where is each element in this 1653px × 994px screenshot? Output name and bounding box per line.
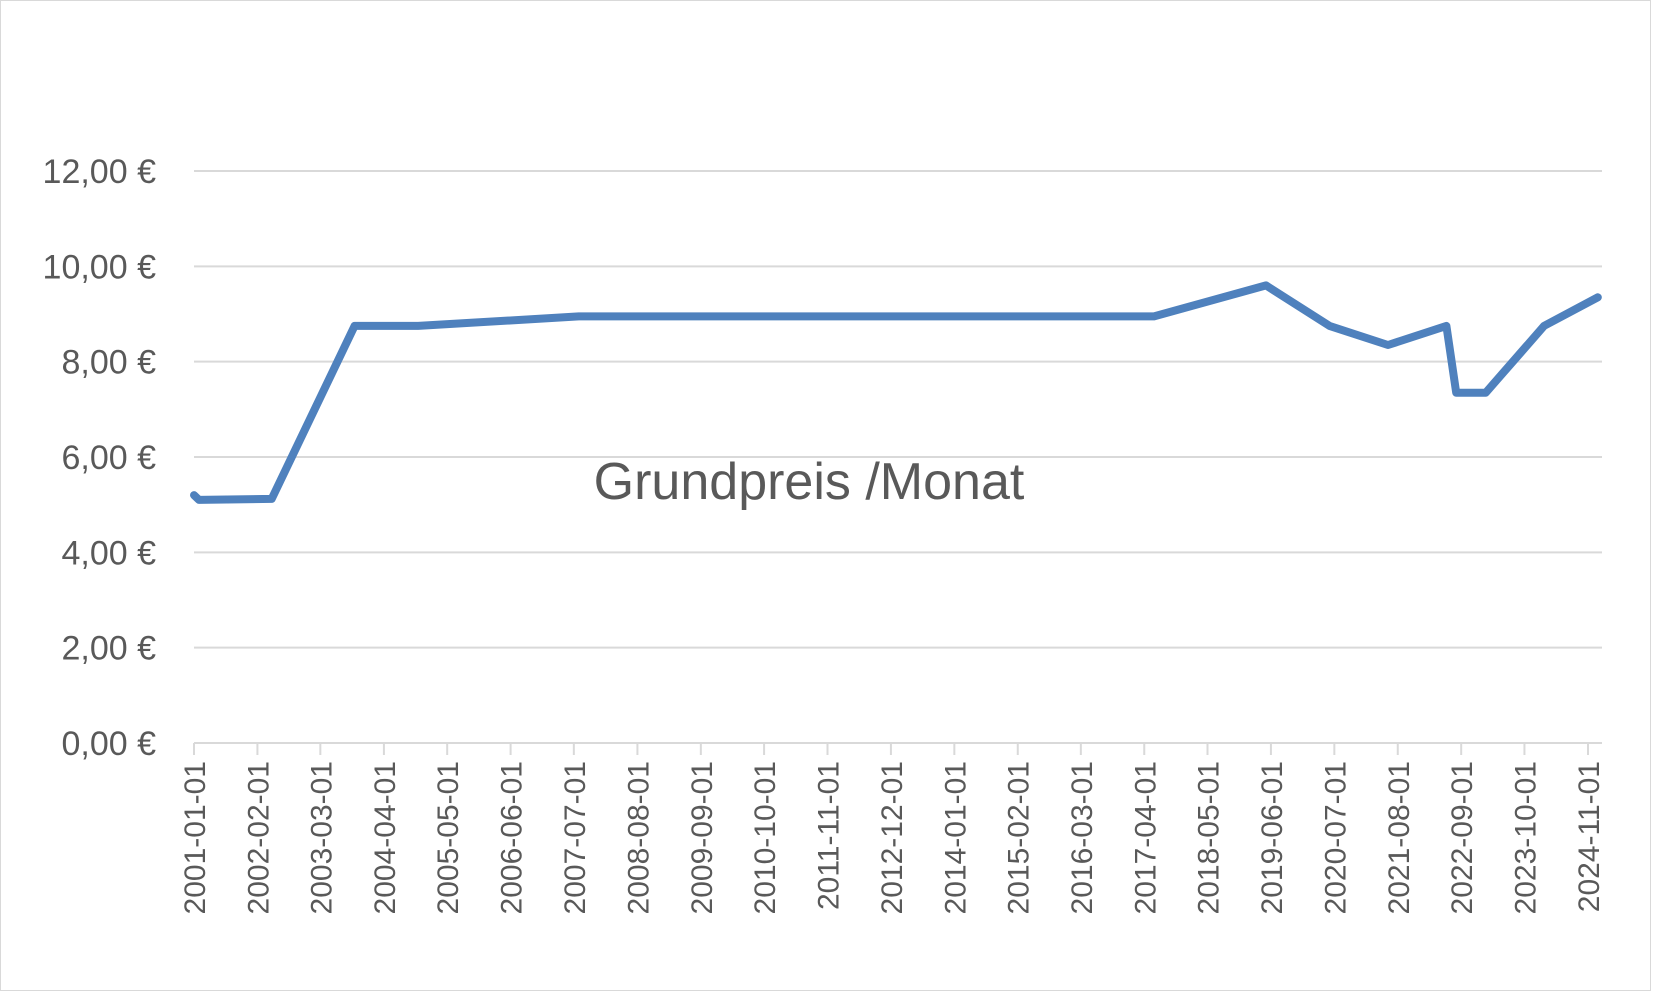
y-tick-label: 4,00 € bbox=[61, 534, 156, 572]
x-tick-label: 2004-04-01 bbox=[369, 761, 402, 914]
x-tick-label: 2014-01-01 bbox=[939, 761, 972, 914]
x-tick-label: 2017-04-01 bbox=[1129, 761, 1162, 914]
x-tick-label: 2015-02-01 bbox=[1003, 761, 1036, 914]
x-tick-label: 2020-07-01 bbox=[1319, 761, 1352, 914]
y-tick-label: 6,00 € bbox=[61, 439, 156, 477]
x-tick-label: 2018-05-01 bbox=[1193, 761, 1226, 914]
x-tick-label: 2003-03-01 bbox=[305, 761, 338, 914]
x-tick-label: 2008-08-01 bbox=[622, 761, 655, 914]
x-tick-label: 2009-09-01 bbox=[686, 761, 719, 914]
x-tick-label: 2012-12-01 bbox=[876, 761, 909, 914]
y-tick-label: 12,00 € bbox=[43, 153, 157, 191]
x-tick-label: 2024-11-01 bbox=[1573, 761, 1606, 912]
chart-title: Grundpreis /Monat bbox=[594, 453, 1025, 511]
x-tick-label: 2006-06-01 bbox=[496, 761, 529, 914]
x-tick-label: 2001-01-01 bbox=[179, 761, 212, 914]
x-tick-label: 2002-02-01 bbox=[242, 761, 275, 914]
x-tick-label: 2011-11-01 bbox=[813, 761, 846, 910]
y-tick-label: 8,00 € bbox=[61, 344, 156, 382]
x-tick-label: 2010-10-01 bbox=[749, 761, 782, 914]
x-tick-label: 2007-07-01 bbox=[559, 761, 592, 914]
y-tick-label: 0,00 € bbox=[61, 725, 156, 763]
x-tick-label: 2023-10-01 bbox=[1509, 761, 1542, 914]
x-tick-label: 2005-05-01 bbox=[432, 761, 465, 914]
y-tick-label: 10,00 € bbox=[43, 248, 157, 286]
x-tick-label: 2019-06-01 bbox=[1256, 761, 1289, 914]
series-line bbox=[190, 281, 1602, 504]
y-tick-label: 2,00 € bbox=[61, 630, 156, 668]
x-tick-label: 2022-09-01 bbox=[1446, 761, 1479, 914]
x-tick-label: 2016-03-01 bbox=[1066, 761, 1099, 914]
x-tick-label: 2021-08-01 bbox=[1383, 761, 1416, 914]
